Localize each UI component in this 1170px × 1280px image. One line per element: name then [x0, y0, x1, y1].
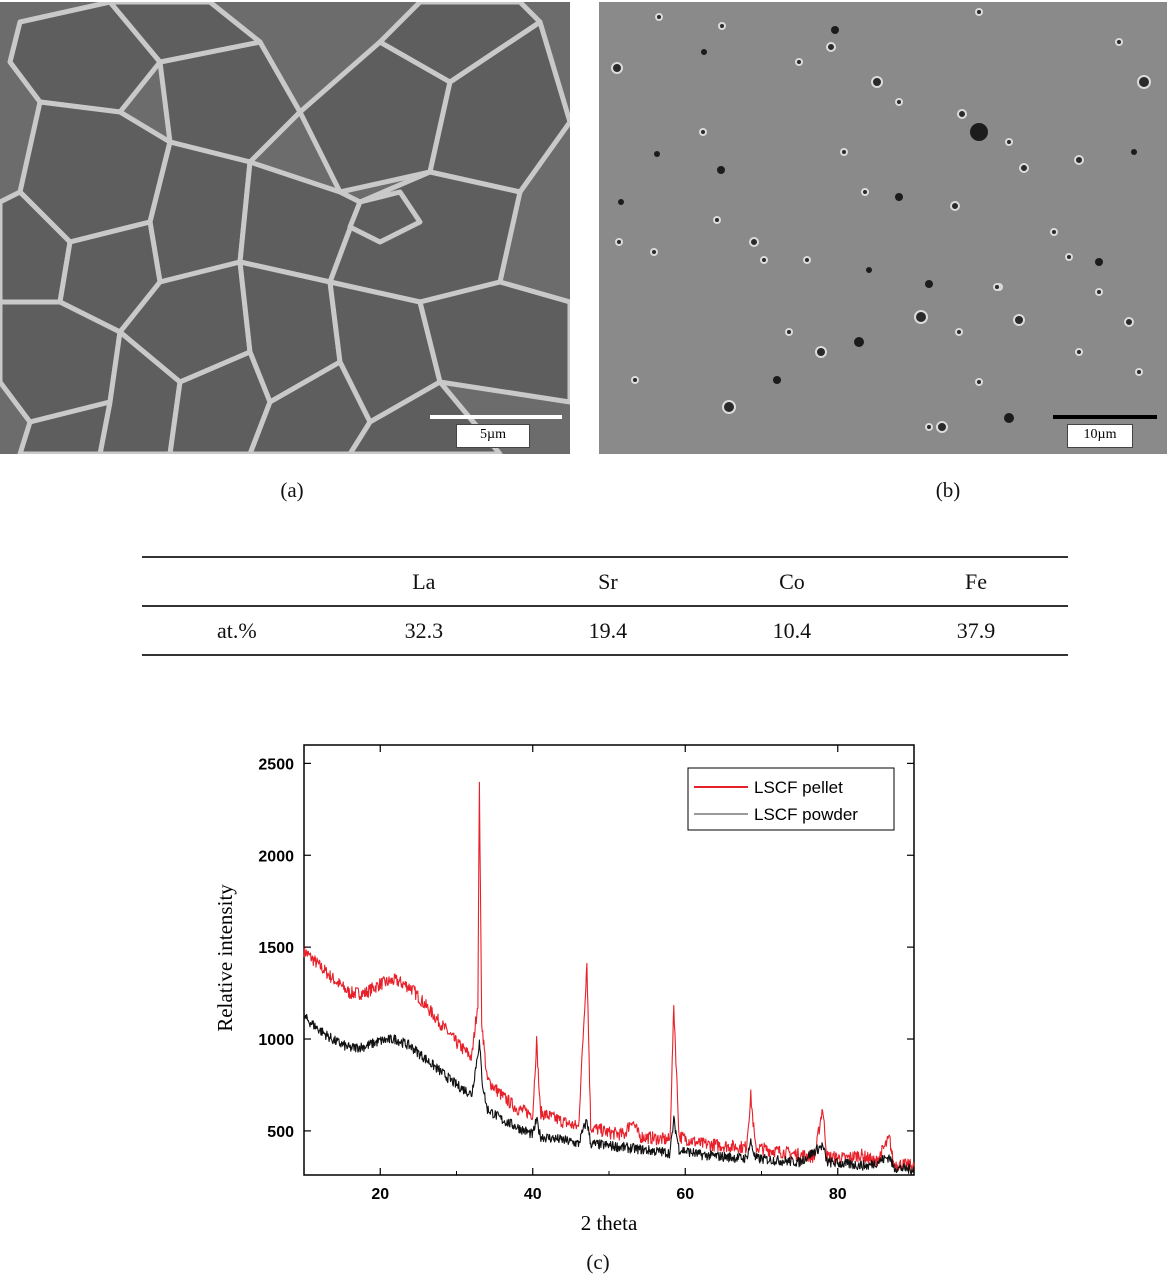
- x-tick-label: 80: [829, 1186, 847, 1203]
- legend-label-powder: LSCF powder: [754, 805, 858, 824]
- x-tick-label: 40: [524, 1186, 542, 1203]
- scale-bar: [1053, 415, 1157, 419]
- y-tick-label: 2000: [258, 848, 294, 865]
- xrd-chart-svg: 20 40 60 80 500 1000 1500 2000 2500 LSCF pellet …: [213, 744, 915, 1235]
- legend: LSCF pellet LSCF powder: [687, 767, 895, 831]
- legend-box: [687, 767, 895, 831]
- table-header-cell: Fe: [964, 568, 987, 594]
- caption-c: (c): [586, 1250, 610, 1274]
- series-line-pellet: [303, 781, 915, 1173]
- table-cell: 37.9: [956, 617, 996, 643]
- series-line-powder: [303, 1013, 915, 1175]
- table-header-cell: [142, 557, 332, 606]
- axes-layer: 20 40 60 80 500 1000 1500 2000 2500: [258, 745, 915, 1203]
- table-header-cell: Co: [779, 568, 805, 594]
- sem-pores-texture: [599, 2, 1167, 454]
- table-header-row: La Sr Co Fe: [142, 557, 1068, 606]
- y-axis-label: Relative intensity: [213, 884, 237, 1032]
- x-axis-label: 2 theta: [581, 1211, 638, 1235]
- table-cell: 10.4: [772, 617, 812, 643]
- eds-composition-table: La Sr Co Fe at.% 32.3 19.4 10.4 37.9: [142, 556, 1068, 656]
- sem-grains-texture: [0, 2, 570, 454]
- scale-bar-label: 5µm: [456, 424, 530, 448]
- table-row-label: at.%: [217, 617, 257, 643]
- sem-image-a: 5µm: [0, 2, 570, 454]
- series-layer: [303, 781, 915, 1175]
- scale-bar: [430, 415, 562, 419]
- y-tick-label: 1500: [258, 940, 294, 957]
- sem-image-b: 10µm: [599, 2, 1167, 454]
- y-tick-label: 500: [267, 1124, 294, 1141]
- caption-b: (b): [935, 478, 961, 502]
- table-cell: 19.4: [588, 617, 628, 643]
- legend-label-pellet: LSCF pellet: [754, 778, 843, 797]
- scale-bar-label: 10µm: [1067, 424, 1133, 448]
- caption-a: (a): [280, 478, 304, 502]
- table-row: at.% 32.3 19.4 10.4 37.9: [142, 606, 1068, 655]
- x-tick-label: 20: [371, 1186, 389, 1203]
- table-cell: 32.3: [404, 617, 444, 643]
- y-tick-label: 2500: [258, 756, 294, 773]
- table-header-cell: Sr: [598, 568, 618, 594]
- x-tick-label: 60: [676, 1186, 694, 1203]
- table-header-cell: La: [412, 568, 436, 594]
- y-tick-label: 1000: [258, 1032, 294, 1049]
- xrd-chart: 20 40 60 80 500 1000 1500 2000 2500 LSCF pellet …: [200, 730, 940, 1250]
